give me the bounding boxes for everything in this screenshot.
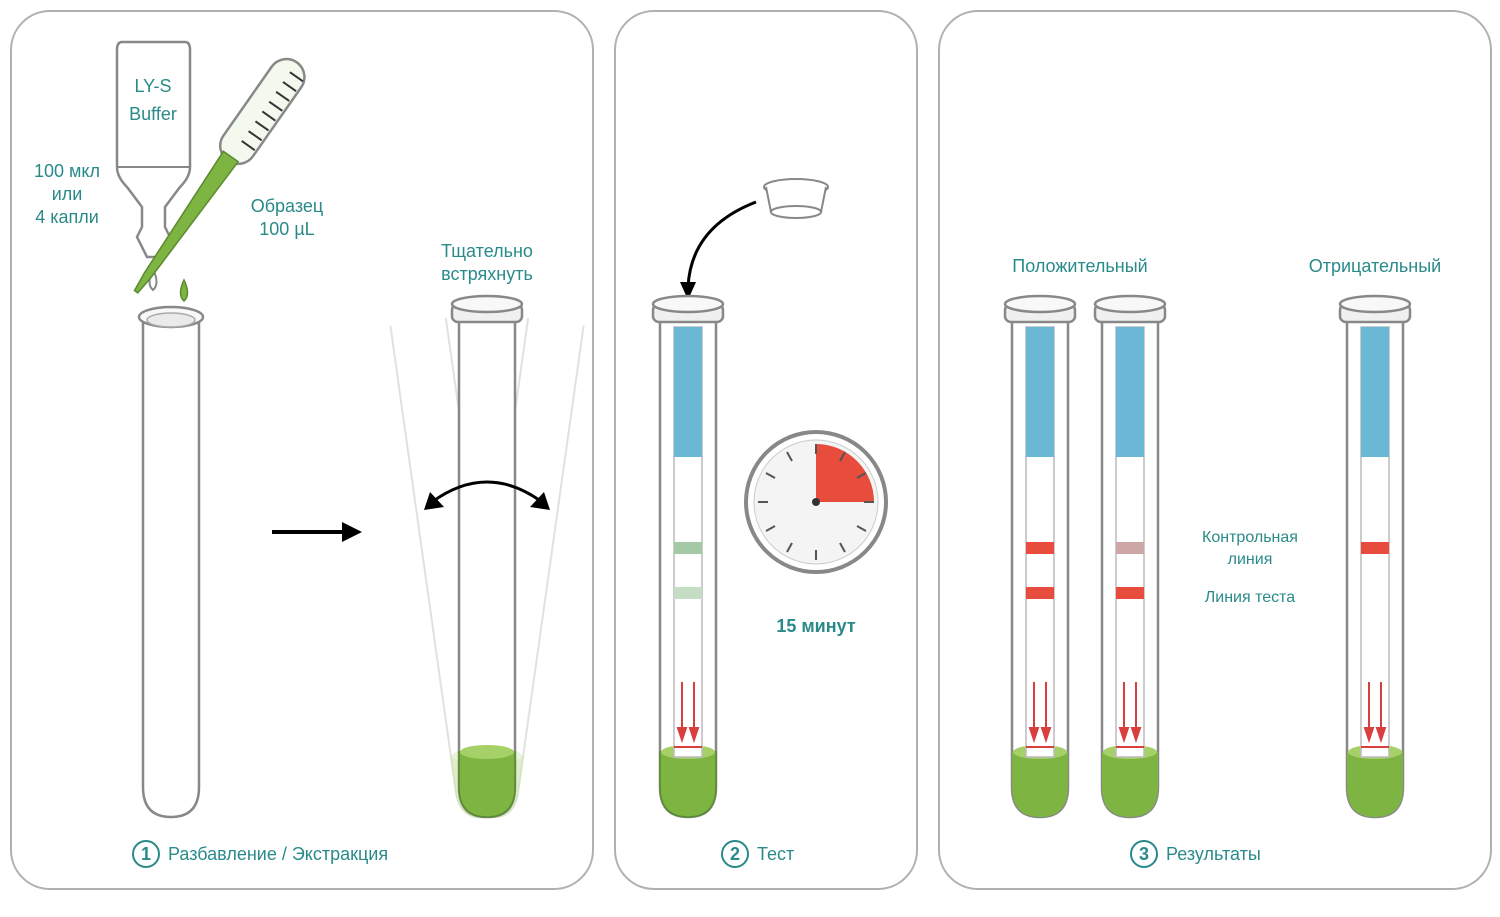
vol-l2: или bbox=[52, 184, 83, 204]
wait-label: 15 минут bbox=[776, 616, 856, 636]
step1-badge: 1 Разбавление / Экстракция bbox=[132, 840, 388, 868]
shake-l1: Тщательно bbox=[441, 241, 533, 261]
tube-empty-icon bbox=[139, 307, 203, 817]
sample-drop-icon bbox=[181, 280, 188, 301]
result-tube-positive-2-icon bbox=[1095, 296, 1165, 817]
panel-results: Положительный Отрицательный bbox=[938, 10, 1492, 890]
step2-num: 2 bbox=[721, 840, 749, 868]
panel3-svg: Положительный Отрицательный bbox=[940, 12, 1490, 892]
tube-with-strip-icon bbox=[653, 296, 723, 817]
result-tube-negative-icon bbox=[1340, 296, 1410, 817]
vol-l3: 4 капли bbox=[35, 207, 99, 227]
step3-num: 3 bbox=[1130, 840, 1158, 868]
panel2-svg: 15 минут bbox=[616, 12, 916, 892]
panel-test: 15 минут 2 Тест bbox=[614, 10, 918, 890]
positive-label: Положительный bbox=[1012, 256, 1147, 276]
panel1-svg: LY-S Buffer 100 мкл или 4 капли bbox=[12, 12, 592, 892]
result-tube-positive-1-icon bbox=[1005, 296, 1075, 817]
sample-l2: 100 µL bbox=[259, 219, 314, 239]
negative-label: Отрицательный bbox=[1309, 256, 1442, 276]
step3-title: Результаты bbox=[1166, 844, 1261, 865]
step1-num: 1 bbox=[132, 840, 160, 868]
panel-dilution: LY-S Buffer 100 мкл или 4 капли bbox=[10, 10, 594, 890]
step3-badge: 3 Результаты bbox=[1130, 840, 1261, 868]
test-line-label: Линия теста bbox=[1205, 589, 1296, 606]
clock-icon bbox=[746, 432, 886, 572]
control-line-l1: Контрольная bbox=[1202, 529, 1298, 546]
buffer-text-1: LY-S bbox=[134, 76, 171, 96]
step2-badge: 2 Тест bbox=[721, 840, 794, 868]
cap-arrow-icon bbox=[688, 202, 756, 287]
shake-l2: встряхнуть bbox=[441, 264, 533, 284]
sample-l1: Образец bbox=[251, 196, 324, 216]
step1-title: Разбавление / Экстракция bbox=[168, 844, 388, 865]
right-arrow-icon bbox=[272, 522, 362, 542]
vol-l1: 100 мкл bbox=[34, 161, 100, 181]
control-line-l2: линия bbox=[1228, 551, 1273, 568]
step2-title: Тест bbox=[757, 844, 794, 865]
tube-shaking-icon bbox=[390, 296, 583, 821]
cap-icon bbox=[764, 179, 828, 218]
buffer-text-2: Buffer bbox=[129, 104, 177, 124]
